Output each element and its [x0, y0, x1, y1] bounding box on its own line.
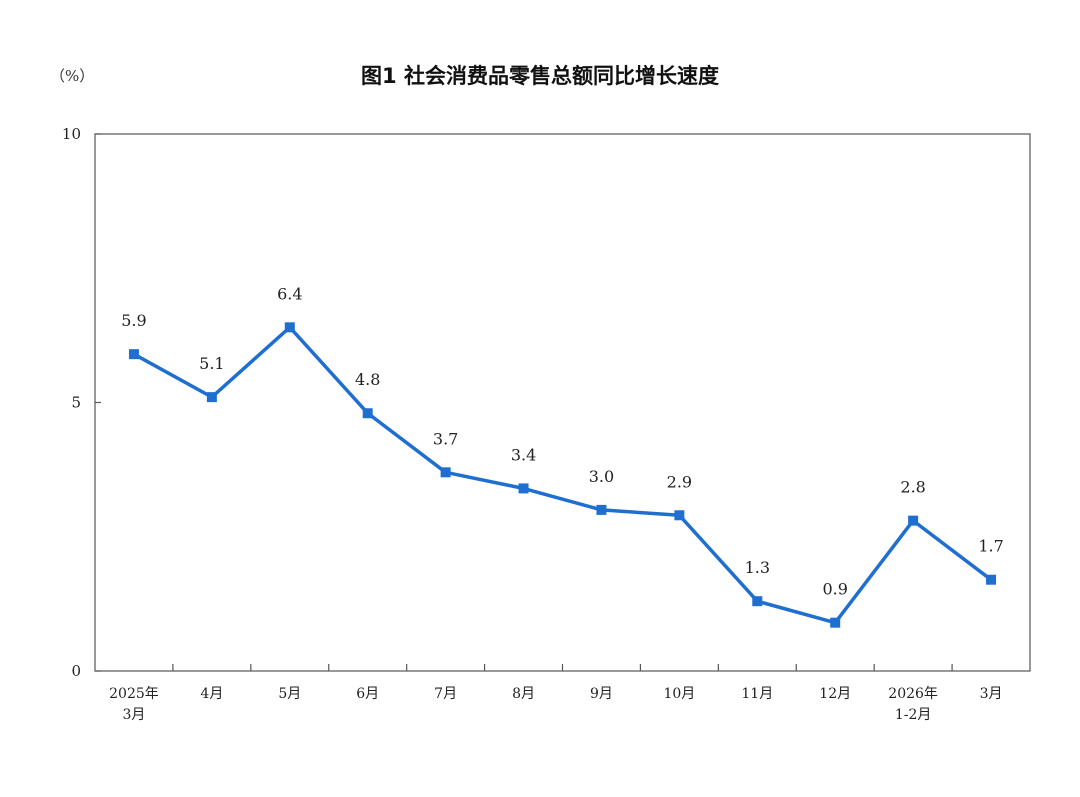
data-point-marker	[674, 510, 685, 521]
data-point-marker	[440, 467, 451, 478]
data-point-marker	[206, 392, 217, 403]
data-point-marker	[830, 617, 841, 628]
data-label: 3.4	[511, 445, 536, 464]
data-label: 4.8	[355, 370, 380, 389]
x-tick-label: 2025年 3月	[109, 686, 159, 723]
x-tick-label: 11月	[741, 686, 773, 702]
data-label: 1.7	[978, 537, 1003, 556]
x-tick-label: 5月	[278, 686, 301, 702]
data-label: 1.3	[745, 558, 770, 577]
x-tick-label: 7月	[434, 686, 457, 702]
data-label: 5.9	[121, 311, 146, 330]
y-tick-label: 0	[71, 662, 81, 680]
data-point-marker	[518, 483, 529, 494]
x-tick-label: 3月	[980, 686, 1003, 702]
data-point-marker	[986, 574, 997, 585]
x-tick-label: 8月	[512, 686, 535, 702]
x-tick-label: 12月	[819, 686, 851, 702]
data-label: 6.4	[277, 284, 302, 303]
y-unit-label: （%）	[50, 67, 94, 85]
x-tick-label: 4月	[200, 686, 223, 702]
data-label: 0.9	[822, 580, 847, 599]
data-point-marker	[752, 596, 763, 607]
series-line	[133, 325, 993, 625]
x-tick-label: 6月	[356, 686, 379, 702]
x-tick-label: 10月	[663, 686, 695, 702]
chart-title: 图1 社会消费品零售总额同比增长速度	[361, 64, 719, 88]
x-tick-label: 9月	[590, 686, 613, 702]
plot-frame	[94, 133, 1031, 672]
x-tick-label: 2026年 1-2月	[888, 686, 938, 723]
data-point-marker	[128, 349, 139, 360]
data-label: 3.7	[433, 429, 458, 448]
y-tick-label: 5	[71, 394, 81, 412]
data-label: 2.9	[667, 472, 692, 491]
data-point-marker	[596, 504, 607, 515]
data-point-marker	[284, 322, 295, 333]
data-label: 5.1	[199, 354, 224, 373]
y-tick-label: 10	[62, 125, 81, 143]
data-label: 3.0	[589, 467, 614, 486]
data-point-marker	[362, 408, 373, 419]
data-point-marker	[908, 515, 919, 526]
data-label: 2.8	[900, 478, 925, 497]
